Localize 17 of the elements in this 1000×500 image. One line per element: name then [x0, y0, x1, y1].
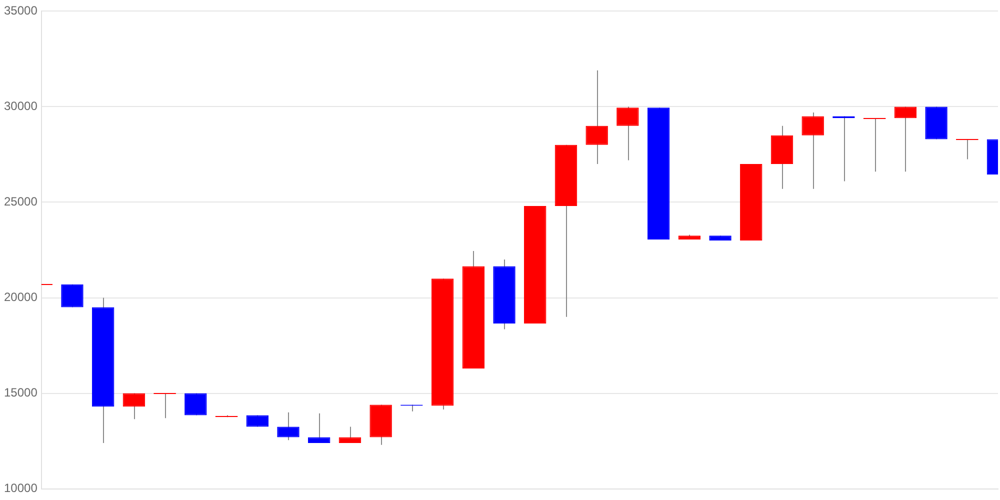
candlestick [338, 426, 362, 444]
y-tick-label: 10000 [4, 481, 38, 496]
candlestick [802, 112, 824, 190]
y-tick-label: 35000 [4, 4, 38, 18]
candlestick [956, 138, 979, 160]
candlestick [308, 412, 330, 444]
y-tick-label: 25000 [4, 194, 38, 209]
candlestick [277, 412, 300, 441]
candlestick [616, 106, 639, 161]
y-tick-label: 30000 [4, 99, 38, 114]
candlestick [586, 70, 608, 165]
y-tick-label: 15000 [4, 386, 38, 400]
candlestick [862, 118, 886, 172]
candlestick [153, 392, 176, 419]
candlestick [122, 392, 146, 420]
candlestick [894, 106, 917, 172]
y-tick-label: 20000 [4, 290, 38, 304]
